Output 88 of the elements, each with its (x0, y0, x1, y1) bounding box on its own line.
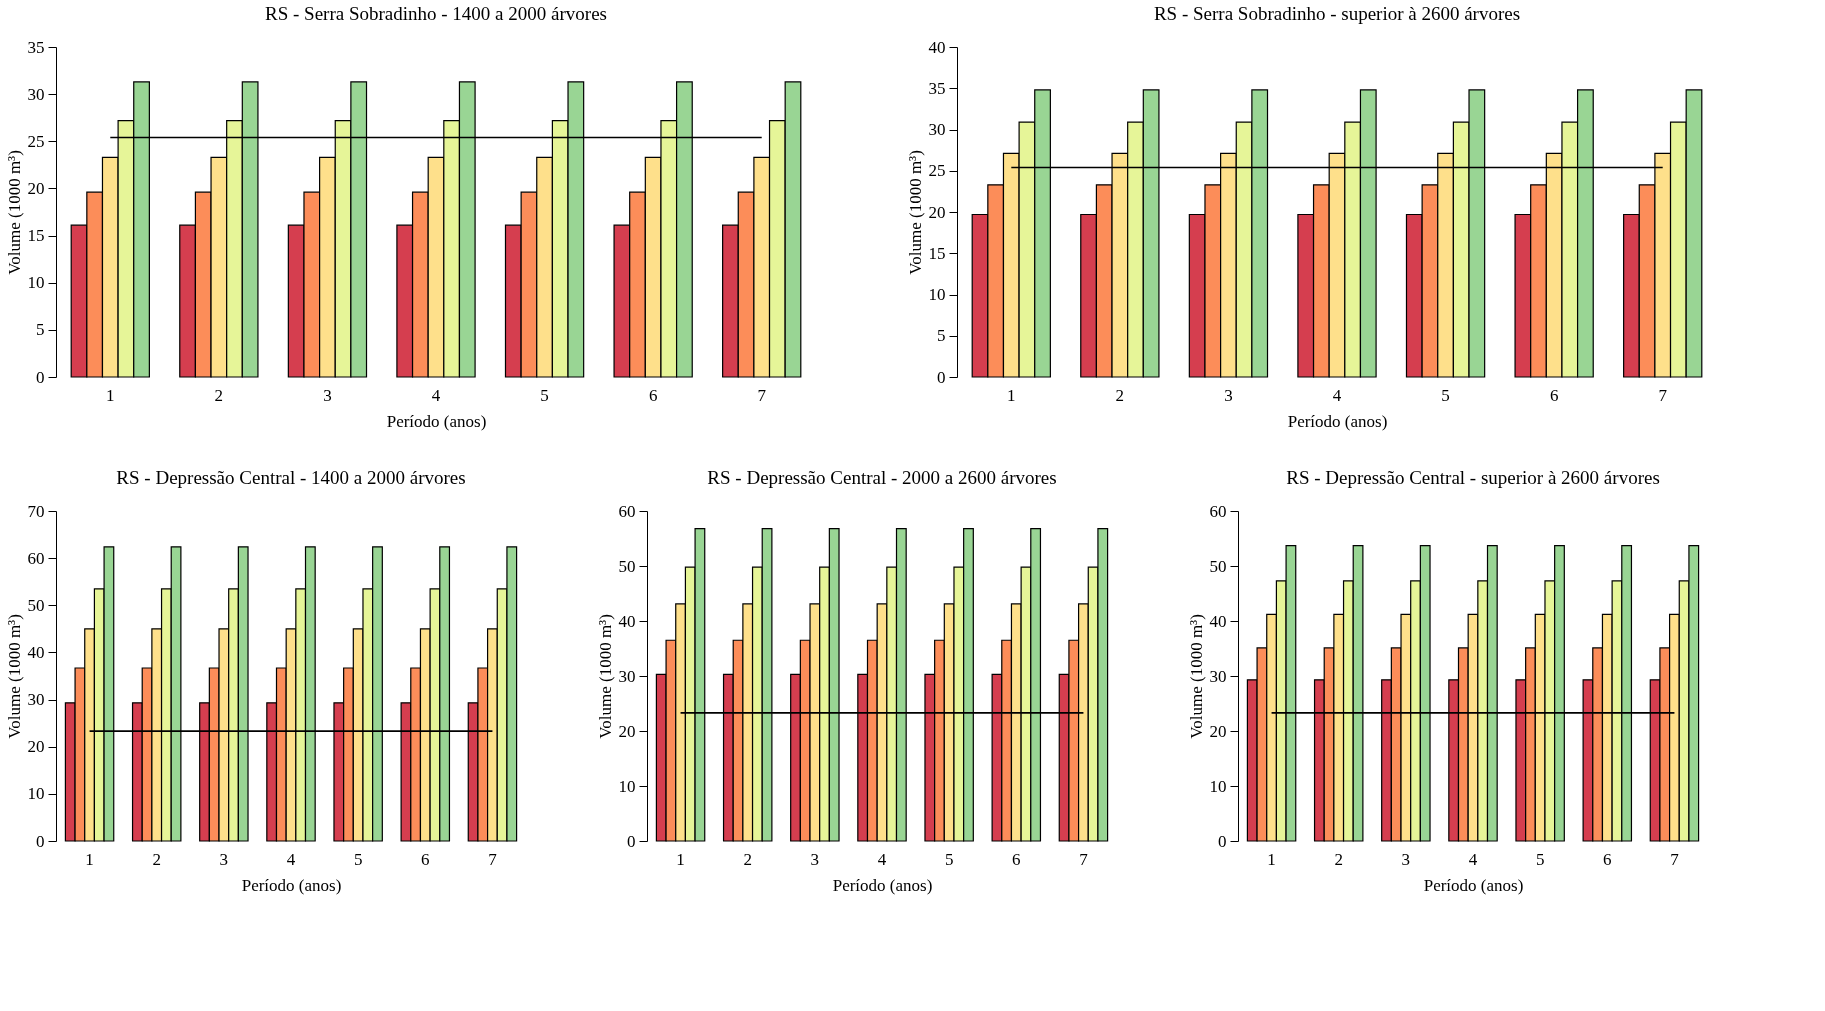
y-tick-label: 60 (27, 548, 45, 568)
x-tick-label: 7 (1658, 385, 1668, 405)
x-tick-label: 1 (1007, 385, 1016, 405)
x-tick-label: 3 (323, 385, 332, 405)
x-tick-label: 1 (676, 849, 685, 869)
y-tick-label: 50 (27, 595, 45, 615)
y-tick-label: 15 (27, 226, 45, 246)
y-axis-title: Volume (1000 m³) (1186, 614, 1206, 739)
y-tick-label: 30 (27, 84, 45, 104)
y-tick-label: 20 (1209, 721, 1227, 741)
y-axis-title: Volume (1000 m³) (905, 150, 925, 275)
y-tick-label: 10 (618, 776, 636, 796)
y-tick-label: 15 (928, 243, 946, 263)
y-tick-label: 30 (1209, 666, 1227, 686)
y-tick-label: 30 (618, 666, 636, 686)
x-tick-label: 3 (1224, 385, 1233, 405)
y-tick-label: 20 (618, 721, 636, 741)
x-tick-label: 4 (431, 385, 441, 405)
x-tick-label: 6 (1549, 385, 1559, 405)
y-tick-label: 10 (1209, 776, 1227, 796)
y-axis-title: Volume (1000 m³) (4, 614, 24, 739)
y-tick-label: 60 (618, 501, 636, 521)
x-tick-label: 4 (1332, 385, 1342, 405)
y-tick-label: 10 (928, 285, 946, 304)
y-tick-label: 50 (618, 556, 636, 576)
y-tick-label: 10 (27, 784, 45, 804)
y-axis-title: Volume (1000 m³) (595, 614, 615, 739)
y-tick-label: 5 (937, 326, 946, 346)
x-tick-label: 2 (1334, 849, 1343, 869)
y-tick-label: 40 (928, 37, 946, 57)
y-tick-label: 25 (928, 161, 946, 181)
x-tick-label: 6 (421, 849, 430, 869)
y-tick-label: 50 (1209, 556, 1227, 576)
x-tick-label: 1 (1267, 849, 1276, 869)
chart-title: RS - Serra Sobradinho - superior à 2600 árvores (1153, 3, 1521, 24)
x-tick-label: 5 (1441, 385, 1450, 405)
y-tick-label: 0 (36, 831, 45, 851)
chart-title: RS - Depressão Central - 1400 a 2000 árvores (116, 467, 466, 488)
x-tick-label: 2 (152, 849, 161, 869)
y-tick-label: 20 (27, 178, 45, 198)
x-tick-label: 6 (1603, 849, 1612, 869)
y-tick-label: 30 (928, 120, 946, 139)
x-axis-title: Período (anos) (241, 875, 342, 895)
y-tick-label: 5 (36, 320, 45, 340)
y-axis-title: Volume (1000 m³) (4, 150, 24, 275)
x-axis-title: Período (anos) (386, 411, 487, 431)
x-tick-label: 1 (85, 849, 94, 869)
x-tick-label: 7 (488, 849, 498, 869)
x-tick-label: 2 (1115, 385, 1125, 405)
x-tick-label: 6 (1012, 849, 1021, 869)
chart-title: RS - Depressão Central - 2000 a 2600 árvores (707, 467, 1057, 488)
chart-title: RS - Depressão Central - superior à 2600 árvores (1286, 467, 1660, 488)
y-tick-label: 40 (27, 642, 45, 662)
y-tick-label: 70 (27, 501, 45, 521)
x-tick-label: 7 (1079, 849, 1089, 869)
y-tick-label: 20 (27, 737, 45, 757)
x-tick-label: 5 (353, 849, 363, 869)
x-axis-title: Período (anos) (1287, 411, 1388, 431)
y-tick-label: 40 (1209, 611, 1227, 631)
y-tick-label: 20 (928, 202, 946, 222)
x-tick-label: 3 (810, 849, 820, 869)
x-tick-label: 2 (214, 385, 224, 405)
x-tick-label: 2 (743, 849, 752, 869)
y-tick-label: 0 (1218, 831, 1227, 851)
x-tick-label: 7 (1670, 849, 1680, 869)
x-tick-label: 7 (757, 385, 767, 405)
y-tick-label: 40 (618, 611, 636, 631)
x-tick-label: 3 (1401, 849, 1411, 869)
x-tick-label: 1 (106, 385, 115, 405)
y-tick-label: 0 (937, 367, 946, 387)
y-tick-label: 0 (36, 367, 45, 387)
x-axis-title: Período (anos) (1423, 875, 1524, 895)
y-tick-label: 30 (27, 690, 45, 710)
y-tick-label: 35 (27, 37, 45, 57)
x-tick-label: 5 (540, 385, 549, 405)
y-tick-label: 25 (27, 131, 45, 151)
y-tick-label: 0 (627, 831, 636, 851)
x-tick-label: 6 (648, 385, 658, 405)
y-tick-label: 35 (928, 78, 946, 98)
x-tick-label: 5 (1535, 849, 1545, 869)
y-tick-label: 60 (1209, 501, 1227, 521)
y-tick-label: 10 (27, 273, 45, 293)
x-tick-label: 3 (219, 849, 229, 869)
x-tick-label: 4 (1468, 849, 1478, 869)
chart-title: RS - Serra Sobradinho - 1400 a 2000 árvores (265, 3, 607, 24)
x-axis-title: Período (anos) (832, 875, 933, 895)
x-tick-label: 4 (286, 849, 296, 869)
x-tick-label: 4 (877, 849, 887, 869)
